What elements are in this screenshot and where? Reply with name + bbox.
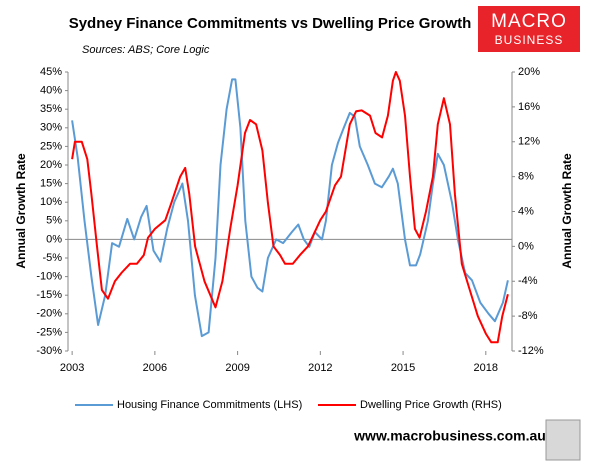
y2-tick-label: -8% [518, 310, 538, 322]
y-tick-label: -5% [42, 252, 62, 264]
footer: www.macrobusiness.com.au [353, 428, 546, 444]
x-tick-label: 2009 [225, 362, 249, 374]
series-line [71, 78, 509, 338]
x-tick-label: 2015 [391, 362, 415, 374]
logo [478, 6, 580, 52]
series-line [71, 71, 509, 344]
y2-tick-label: 8% [518, 171, 534, 183]
y-tick-label: 5% [46, 215, 62, 227]
y-tick-label: -15% [36, 289, 62, 301]
x-tick-label: 2012 [308, 362, 332, 374]
y-tick-label: -25% [36, 326, 62, 338]
y-axis-label: Annual Growth Rate [14, 153, 28, 269]
y-tick-label: 25% [40, 140, 62, 152]
y-tick-label: 0% [46, 233, 62, 245]
y2-tick-label: -4% [518, 275, 538, 287]
logo-text: BUSINESS [495, 33, 564, 47]
y-tick-label: 45% [40, 66, 62, 78]
x-tick-label: 2003 [60, 362, 84, 374]
y2-tick-label: 12% [518, 136, 540, 148]
x-tick-label: 2006 [143, 362, 167, 374]
chart-subtitle: Sources: ABS; Core Logic [82, 44, 210, 56]
y2-tick-label: 0% [518, 240, 534, 252]
legend-label: Dwelling Price Growth (RHS) [360, 399, 502, 411]
y2-tick-label: -12% [518, 345, 544, 357]
chart-title: Sydney Finance Commitments vs Dwelling P… [69, 15, 472, 32]
y-tick-label: 30% [40, 122, 62, 134]
logo-text: MACRO [491, 11, 567, 32]
y-tick-label: 40% [40, 85, 62, 97]
y-tick-label: -10% [36, 271, 62, 283]
y2-tick-label: 4% [518, 205, 534, 217]
logo-icon [545, 419, 581, 461]
y-tick-label: -20% [36, 308, 62, 320]
y-tick-label: 10% [40, 196, 62, 208]
y2-tick-label: 20% [518, 66, 540, 78]
y-tick-label: 35% [40, 103, 62, 115]
y2-axis-label: Annual Growth Rate [560, 153, 574, 269]
legend-label: Housing Finance Commitments (LHS) [117, 399, 302, 411]
x-tick-label: 2018 [474, 362, 498, 374]
y2-tick-label: 16% [518, 101, 540, 113]
y-tick-label: 15% [40, 178, 62, 190]
y-tick-label: -30% [36, 345, 62, 357]
y-tick-label: 20% [40, 159, 62, 171]
